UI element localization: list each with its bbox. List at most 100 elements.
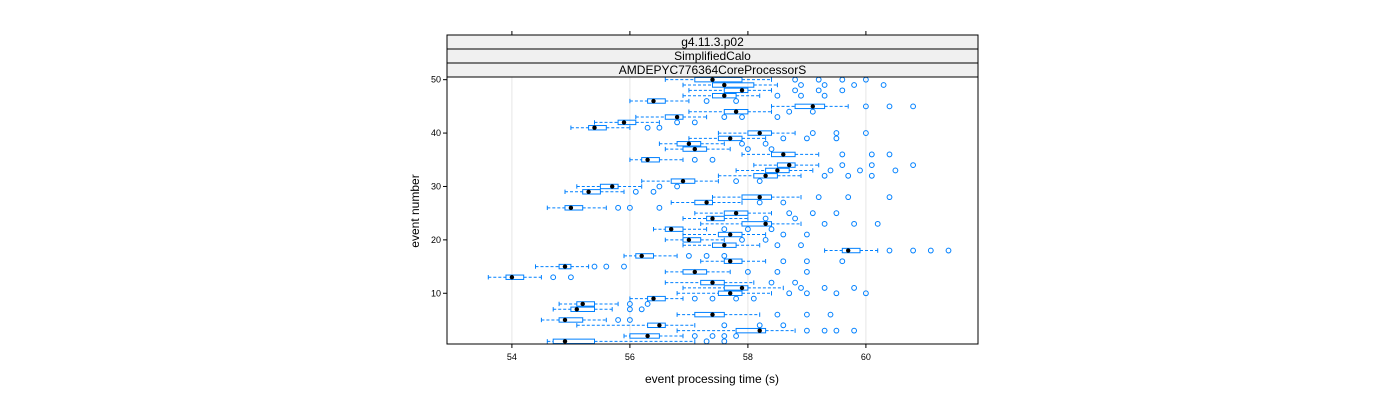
- outlier-point: [792, 215, 798, 222]
- median-point: [704, 200, 709, 205]
- outlier-point: [821, 82, 828, 88]
- median-point: [651, 296, 656, 301]
- box: [558, 317, 584, 323]
- box: [776, 162, 796, 168]
- outlier-point: [886, 151, 893, 158]
- outlier-point: [615, 317, 621, 323]
- outlier-point: [739, 114, 745, 120]
- y-tick-label: 30: [431, 181, 441, 191]
- median-point: [733, 109, 739, 114]
- median-point: [739, 285, 745, 291]
- outlier-point: [886, 247, 893, 254]
- outlier-point: [780, 135, 787, 142]
- outlier-point: [868, 162, 875, 169]
- outlier-point: [721, 338, 728, 345]
- box-marks: [487, 76, 952, 345]
- outlier-point: [721, 252, 728, 259]
- outlier-point: [691, 119, 698, 126]
- outlier-point: [691, 333, 698, 339]
- outlier-point: [709, 295, 716, 302]
- outlier-point: [845, 172, 852, 179]
- median-point: [757, 194, 762, 200]
- box: [794, 103, 826, 110]
- outlier-point: [821, 327, 828, 334]
- outlier-point: [821, 172, 828, 179]
- outlier-point: [627, 301, 633, 307]
- outlier-point: [733, 98, 739, 104]
- outlier-point: [709, 156, 716, 163]
- median-point: [722, 93, 727, 98]
- outlier-point: [627, 317, 633, 323]
- outlier-point: [839, 162, 846, 169]
- outlier-point: [774, 242, 781, 249]
- median-point: [562, 264, 568, 269]
- outlier-point: [833, 327, 840, 334]
- median-point: [509, 275, 515, 280]
- outlier-point: [804, 327, 810, 334]
- median-point: [728, 232, 733, 237]
- outlier-point: [674, 119, 680, 126]
- outlier-point: [851, 327, 857, 334]
- outlier-point: [721, 114, 728, 120]
- median-point: [846, 248, 851, 253]
- median-point: [692, 269, 697, 275]
- outlier-point: [798, 242, 804, 249]
- median-point: [692, 146, 697, 152]
- outlier-point: [621, 263, 627, 270]
- outlier-point: [868, 151, 875, 158]
- outlier-point: [792, 279, 798, 286]
- x-tick-label: 58: [743, 352, 753, 362]
- outlier-point: [656, 124, 663, 131]
- outlier-point: [804, 290, 810, 297]
- box: [723, 285, 749, 291]
- outlier-point: [927, 247, 934, 254]
- outlier-point: [821, 92, 828, 99]
- outlier-point: [815, 87, 822, 94]
- outlier-point: [756, 199, 763, 206]
- outlier-point: [910, 247, 916, 254]
- outlier-point: [945, 247, 952, 254]
- box: [765, 167, 790, 174]
- outlier-point: [880, 82, 887, 88]
- box: [588, 125, 607, 131]
- outlier-point: [774, 269, 781, 275]
- median-point: [574, 307, 579, 312]
- outlier-point: [780, 231, 787, 238]
- outlier-point: [809, 130, 816, 136]
- outlier-point: [627, 306, 633, 313]
- x-tick-label: 54: [507, 352, 517, 362]
- outlier-point: [804, 258, 810, 265]
- y-axis-title: event number: [408, 174, 422, 247]
- y-tick-label: 20: [431, 235, 441, 245]
- outlier-point: [644, 301, 651, 307]
- box: [664, 114, 684, 120]
- outlier-point: [745, 269, 751, 275]
- box: [576, 301, 595, 307]
- outlier-point: [674, 183, 680, 190]
- median-point: [757, 130, 762, 136]
- median-point: [728, 259, 733, 264]
- median-point: [651, 98, 656, 104]
- median-point: [763, 173, 768, 178]
- outlier-point: [733, 295, 739, 302]
- outlier-point: [568, 274, 574, 281]
- outlier-point: [786, 210, 793, 217]
- outlier-point: [839, 87, 846, 94]
- outlier-point: [750, 295, 757, 302]
- outlier-point: [638, 306, 645, 313]
- outlier-point: [798, 82, 804, 88]
- outlier-point: [780, 258, 787, 265]
- outlier-point: [863, 130, 869, 136]
- outlier-point: [804, 231, 810, 238]
- median-point: [645, 157, 650, 162]
- strip-label: g4.11.3.p02: [681, 35, 744, 49]
- box: [552, 338, 596, 345]
- outlier-point: [691, 156, 698, 163]
- median-point: [787, 162, 792, 168]
- outlier-point: [886, 103, 893, 110]
- outlier-point: [709, 333, 716, 339]
- outlier-point: [774, 92, 781, 99]
- box: [617, 119, 637, 126]
- median-point: [733, 210, 739, 216]
